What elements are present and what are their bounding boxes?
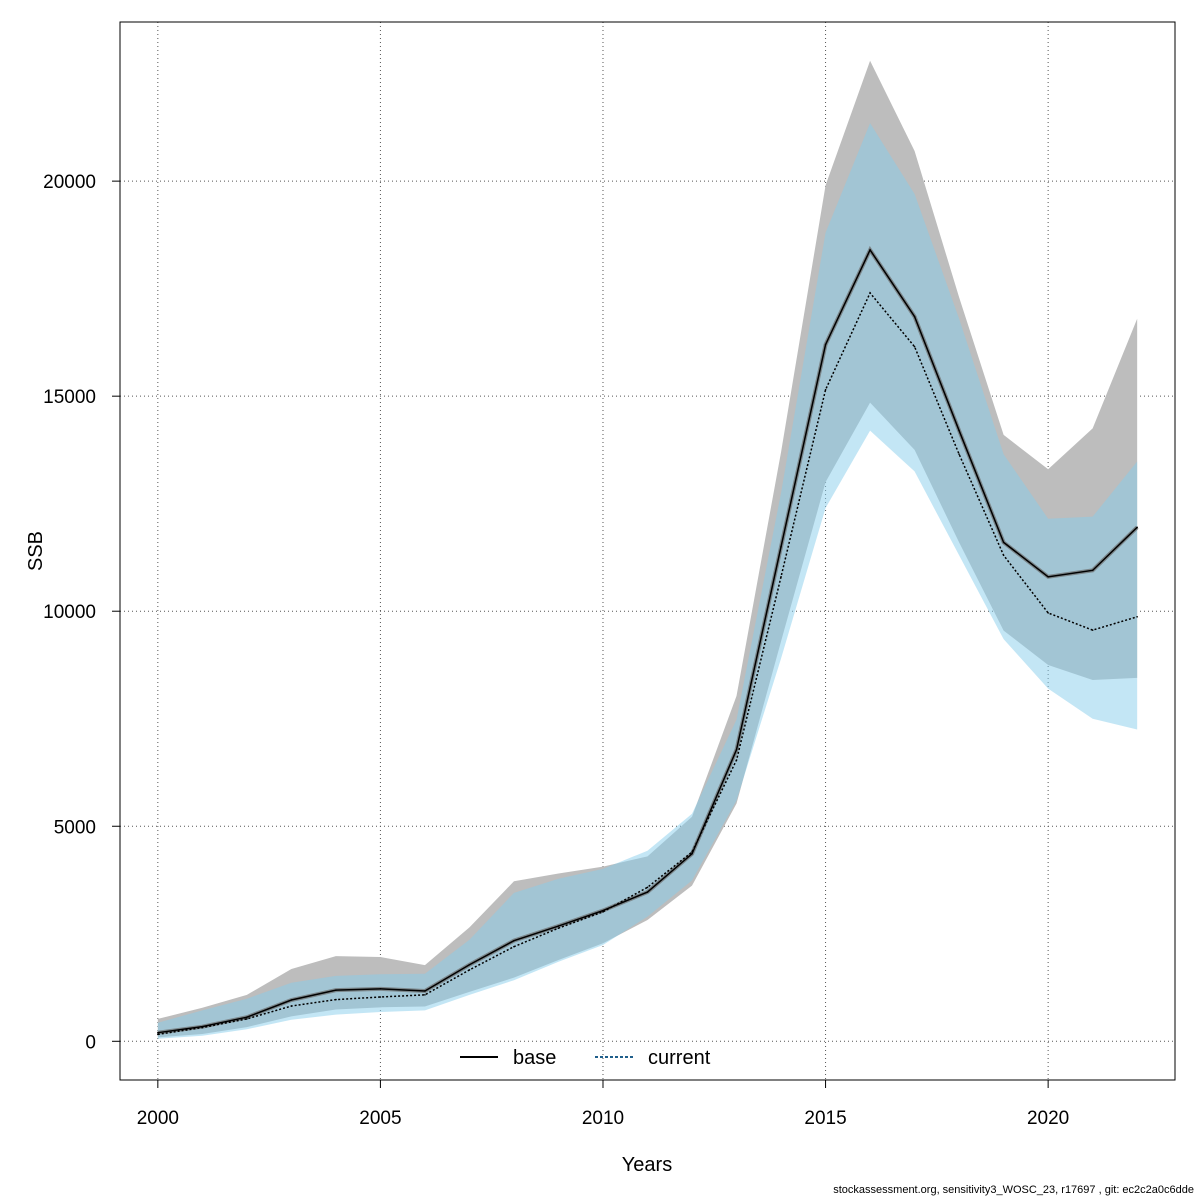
point-current-2022 [1136, 616, 1138, 618]
point-base-2003 [290, 999, 293, 1001]
series-lines [157, 245, 1139, 1036]
point-current-2000 [157, 1033, 159, 1036]
point-base-2016 [869, 249, 871, 251]
point-current-2005 [379, 996, 382, 998]
point-current-2004 [335, 998, 337, 1001]
legend-label-base: base [513, 1047, 556, 1069]
point-base-2004 [335, 989, 337, 991]
point-current-2019 [1002, 554, 1005, 557]
point-current-2007 [468, 969, 471, 971]
point-base-2021 [1091, 569, 1094, 572]
point-current-2011 [646, 886, 649, 889]
point-current-2017 [913, 345, 916, 348]
x-axis-title: Years [622, 1154, 672, 1176]
y-tick-label-5000: 5000 [54, 817, 96, 838]
band-current [157, 123, 1138, 1039]
point-current-2016 [869, 292, 871, 294]
point-base-2000 [157, 1031, 159, 1034]
x-tick-label-2020: 2020 [1027, 1108, 1069, 1129]
y-axis-title: SSB [25, 531, 47, 571]
x-tick-label-2015: 2015 [804, 1108, 846, 1129]
point-base-2017 [913, 315, 916, 318]
point-base-2015 [824, 343, 827, 346]
y-tick-label-0: 0 [85, 1032, 96, 1053]
x-tick-label-2005: 2005 [359, 1108, 401, 1129]
confidence-bands [157, 60, 1138, 1039]
x-tick-label-2000: 2000 [137, 1108, 179, 1129]
y-tick-label-15000: 15000 [43, 387, 96, 408]
point-base-2011 [646, 891, 649, 893]
point-current-2013 [735, 759, 738, 761]
point-current-2008 [513, 945, 515, 948]
y-tick-label-20000: 20000 [43, 172, 96, 193]
point-current-2018 [958, 453, 960, 456]
point-base-2022 [1136, 526, 1138, 529]
point-base-2019 [1002, 541, 1005, 544]
point-base-2018 [958, 429, 960, 432]
point-current-2006 [424, 994, 426, 996]
point-base-2020 [1047, 576, 1049, 578]
x-tick-label-2010: 2010 [582, 1108, 624, 1129]
point-base-2007 [468, 963, 471, 966]
point-current-2015 [824, 388, 827, 391]
point-current-2021 [1091, 629, 1094, 631]
point-base-2014 [780, 545, 782, 548]
point-current-2009 [557, 927, 560, 929]
point-current-2020 [1047, 612, 1049, 614]
y-tick-label-10000: 10000 [43, 602, 96, 623]
legend: base current [460, 1047, 711, 1069]
point-current-2001 [201, 1026, 204, 1029]
point-base-2005 [379, 988, 382, 990]
point-current-2002 [246, 1018, 248, 1020]
point-base-2013 [735, 748, 738, 751]
point-current-2003 [290, 1005, 293, 1007]
point-base-2012 [691, 852, 693, 855]
plot-frame [119, 21, 1176, 1081]
legend-label-current: current [648, 1047, 711, 1069]
point-base-2002 [246, 1016, 248, 1019]
point-base-2008 [513, 939, 515, 942]
footer-note: stockassessment.org, sensitivity3_WOSC_2… [833, 1184, 1194, 1196]
point-current-2012 [691, 851, 693, 853]
point-base-2009 [557, 925, 560, 927]
point-base-2006 [424, 990, 426, 992]
point-current-2010 [602, 911, 604, 913]
point-current-2014 [780, 576, 782, 578]
axis-ticks: 2000 2005 2010 2015 2020 0 5000 10000 15000 20000 [43, 172, 1069, 1129]
